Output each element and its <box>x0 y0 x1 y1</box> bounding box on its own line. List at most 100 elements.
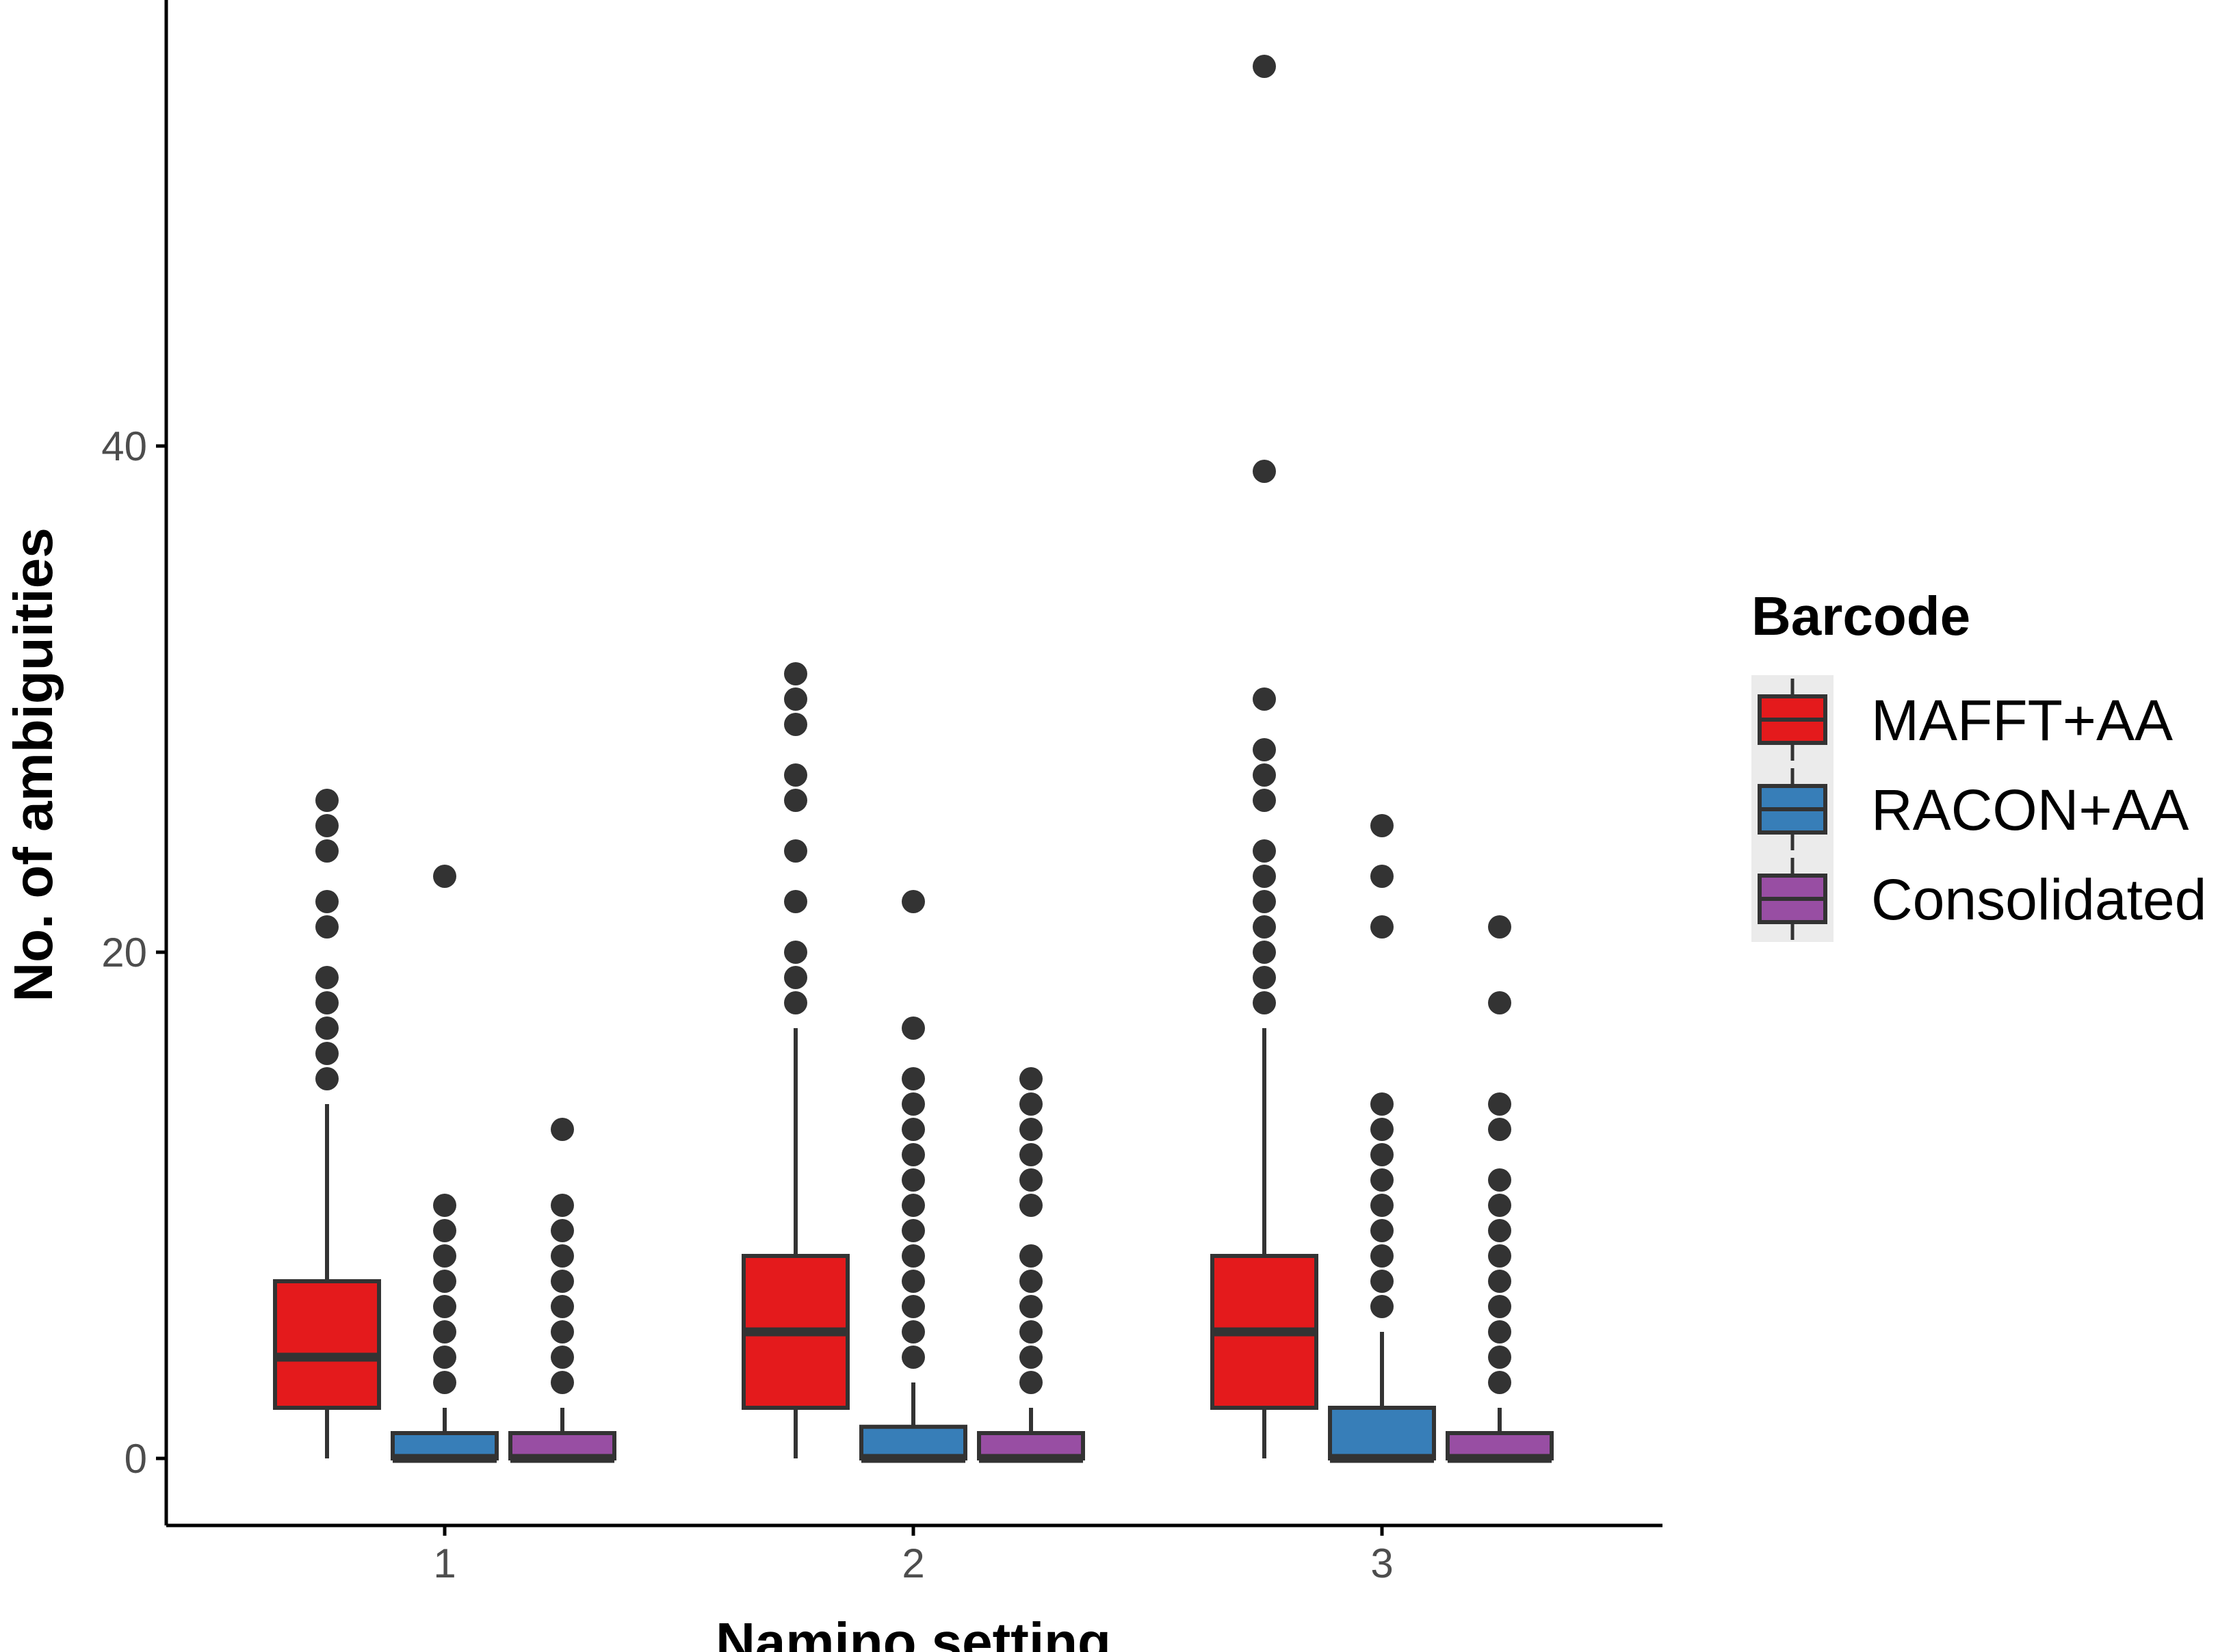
outlier-point <box>1488 1295 1511 1318</box>
outlier-point <box>1370 865 1394 888</box>
outlier-point <box>784 662 807 685</box>
outlier-point <box>1488 1194 1511 1217</box>
outlier-point <box>1253 460 1276 483</box>
outlier-point <box>551 1244 574 1268</box>
series-racon-aa <box>391 814 1436 1463</box>
outlier-point <box>433 1371 456 1394</box>
outlier-point <box>1019 1118 1043 1141</box>
outlier-point <box>1253 55 1276 78</box>
x-tick-label: 2 <box>902 1540 924 1586</box>
outlier-point <box>1253 890 1276 913</box>
x-tick-label: 1 <box>433 1540 456 1586</box>
outlier-point <box>1370 1270 1394 1293</box>
outlier-point <box>902 1017 925 1040</box>
legend-title: Barcode <box>1751 586 1970 646</box>
outlier-point <box>902 1320 925 1343</box>
outlier-point <box>1019 1295 1043 1318</box>
outlier-point <box>315 1017 339 1040</box>
legend: Barcode MAFFT+AA RACON+AA Consolidated <box>1751 586 2206 942</box>
outlier-point <box>433 1295 456 1318</box>
box-group <box>859 890 967 1463</box>
outlier-point <box>315 1042 339 1065</box>
outlier-point <box>1488 1118 1511 1141</box>
outlier-point <box>1019 1320 1043 1343</box>
outlier-point <box>1019 1346 1043 1369</box>
outlier-point <box>1370 1092 1394 1116</box>
box <box>859 1424 967 1460</box>
outlier-point <box>902 1194 925 1217</box>
x-axis-title: Namino setting <box>716 1612 1111 1652</box>
outlier-point <box>551 1118 574 1141</box>
legend-label: RACON+AA <box>1871 778 2189 842</box>
outlier-point <box>551 1371 574 1394</box>
outlier-point <box>1488 1371 1511 1394</box>
outlier-point <box>1253 687 1276 711</box>
legend-label: MAFFT+AA <box>1871 688 2173 752</box>
x-tick-label: 3 <box>1370 1540 1393 1586</box>
y-axis-title: No. of ambiguities <box>3 527 64 1001</box>
outlier-point <box>1488 1219 1511 1242</box>
outlier-point <box>902 1067 925 1090</box>
plot-area <box>273 55 1554 1463</box>
legend-item: Consolidated <box>1758 858 2206 940</box>
outlier-point <box>315 789 339 812</box>
outlier-point <box>315 890 339 913</box>
outlier-point <box>551 1194 574 1217</box>
outlier-point <box>1488 915 1511 939</box>
box <box>273 1279 381 1410</box>
outlier-point <box>902 1219 925 1242</box>
outlier-point <box>1253 991 1276 1014</box>
outlier-point <box>315 991 339 1014</box>
outlier-point <box>1488 1244 1511 1268</box>
outlier-point <box>1488 1346 1511 1369</box>
outlier-point <box>902 890 925 913</box>
outlier-point <box>1019 1067 1043 1090</box>
outlier-point <box>1488 1320 1511 1343</box>
outlier-point <box>902 1168 925 1192</box>
outlier-point <box>551 1346 574 1369</box>
outlier-point <box>1253 915 1276 939</box>
y-tick-label: 0 <box>125 1436 147 1482</box>
box-group <box>742 662 850 1458</box>
outlier-point <box>902 1143 925 1166</box>
outlier-point <box>1370 1143 1394 1166</box>
outlier-point <box>784 763 807 787</box>
outlier-point <box>1253 966 1276 989</box>
outlier-point <box>1370 1295 1394 1318</box>
legend-item: MAFFT+AA <box>1758 679 2173 761</box>
box-group <box>391 865 499 1463</box>
outlier-point <box>784 687 807 711</box>
outlier-point <box>784 713 807 736</box>
box-group <box>1210 55 1318 1458</box>
outlier-point <box>433 865 456 888</box>
outlier-point <box>1253 839 1276 863</box>
outlier-point <box>1370 1244 1394 1268</box>
y-tick-label: 20 <box>101 930 147 975</box>
outlier-point <box>902 1270 925 1293</box>
outlier-point <box>784 991 807 1014</box>
outlier-point <box>1253 941 1276 964</box>
outlier-point <box>433 1244 456 1268</box>
outlier-point <box>1370 814 1394 837</box>
box-group <box>273 789 381 1458</box>
outlier-point <box>784 966 807 989</box>
outlier-point <box>784 890 807 913</box>
outlier-point <box>551 1219 574 1242</box>
outlier-point <box>1019 1092 1043 1116</box>
outlier-point <box>902 1244 925 1268</box>
outlier-point <box>784 789 807 812</box>
outlier-point <box>315 814 339 837</box>
series-mafft-aa <box>273 55 1318 1458</box>
box-group <box>977 1067 1085 1463</box>
outlier-point <box>1019 1143 1043 1166</box>
outlier-point <box>1253 738 1276 761</box>
outlier-point <box>1370 1118 1394 1141</box>
outlier-point <box>433 1194 456 1217</box>
outlier-point <box>433 1346 456 1369</box>
outlier-point <box>551 1320 574 1343</box>
outlier-point <box>1253 865 1276 888</box>
outlier-point <box>902 1295 925 1318</box>
series-consolidated <box>508 915 1554 1463</box>
outlier-point <box>315 966 339 989</box>
